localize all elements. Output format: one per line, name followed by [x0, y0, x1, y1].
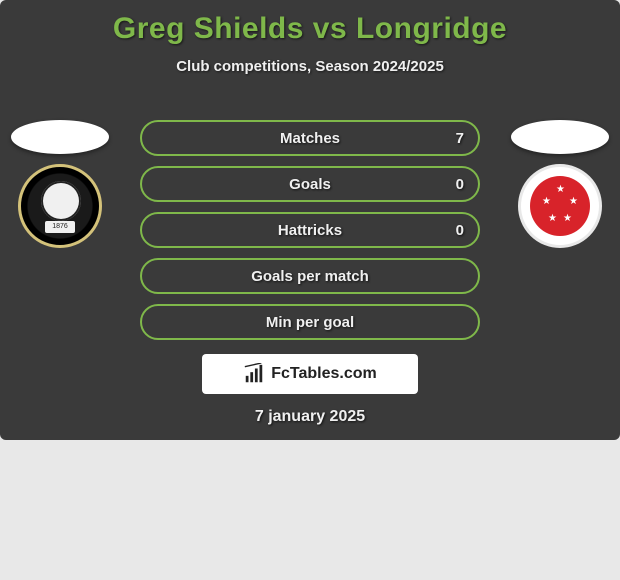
stat-label: Goals	[289, 176, 331, 193]
stat-right-value: 0	[456, 222, 464, 239]
stat-right-value: 0	[456, 176, 464, 193]
brand-attribution[interactable]: FcTables.com	[202, 354, 418, 394]
badge-year: 1876	[45, 221, 75, 233]
player-left-photo-placeholder	[11, 120, 109, 154]
stat-row-matches: Matches 7	[140, 120, 480, 156]
player-right-photo-placeholder	[511, 120, 609, 154]
stat-right-value: 7	[456, 130, 464, 147]
hamilton-academical-badge-icon: ★ ★ ★ ★ ★	[518, 164, 602, 248]
stat-label: Matches	[280, 130, 340, 147]
stat-label: Hattricks	[278, 222, 342, 239]
page-subtitle: Club competitions, Season 2024/2025	[0, 58, 620, 75]
stat-row-min-per-goal: Min per goal	[140, 304, 480, 340]
stats-container: Matches 7 Goals 0 Hattricks 0 Goals per …	[140, 120, 480, 350]
stat-label: Min per goal	[266, 314, 354, 331]
stat-row-goals: Goals 0	[140, 166, 480, 202]
comparison-card: Greg Shields vs Longridge Club competiti…	[0, 0, 620, 440]
stat-row-goals-per-match: Goals per match	[140, 258, 480, 294]
footer-date: 7 january 2025	[0, 408, 620, 426]
brand-text: FcTables.com	[271, 365, 377, 383]
bar-chart-icon	[243, 363, 265, 385]
player-left-column: 1876	[0, 120, 120, 248]
partick-thistle-badge-icon: 1876	[18, 164, 102, 248]
stat-row-hattricks: Hattricks 0	[140, 212, 480, 248]
page-title: Greg Shields vs Longridge	[0, 0, 620, 46]
stat-label: Goals per match	[251, 268, 369, 285]
player-right-column: ★ ★ ★ ★ ★	[500, 120, 620, 248]
